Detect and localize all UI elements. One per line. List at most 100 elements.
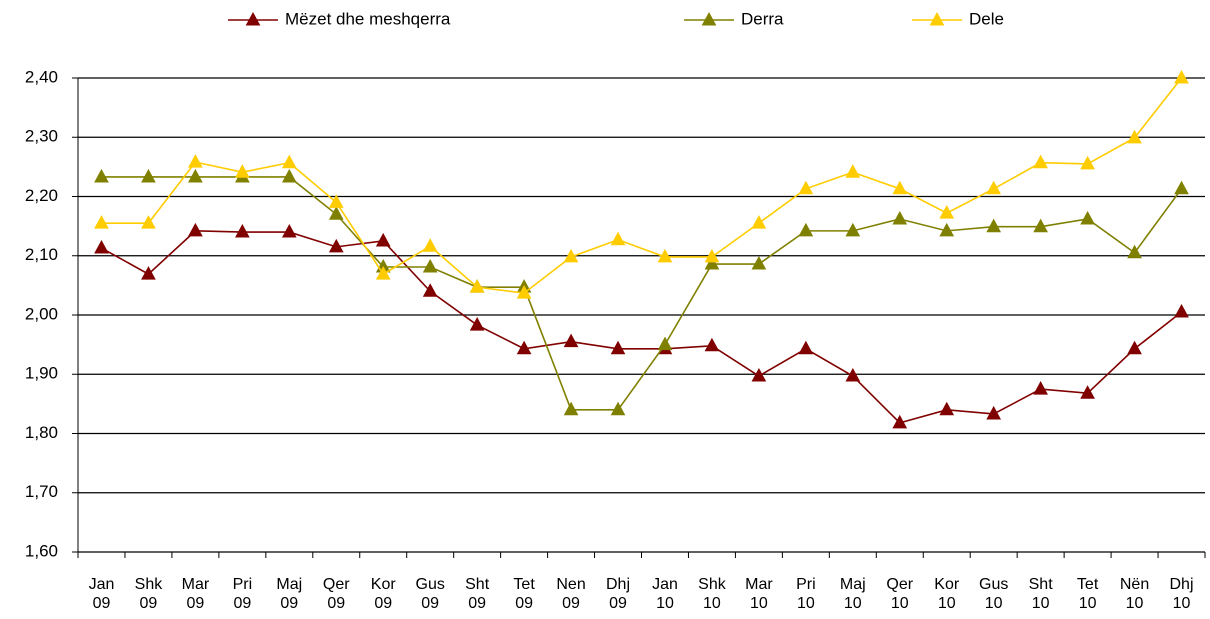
marker [422, 238, 438, 252]
marker [375, 266, 391, 280]
x-tick-label: Jan 10 [652, 576, 678, 612]
marker [188, 168, 203, 183]
marker [516, 340, 532, 355]
x-tick-label: Mar 10 [745, 576, 773, 612]
marker [704, 248, 720, 263]
marker [516, 285, 532, 299]
marker [235, 224, 250, 238]
legend-marker [929, 11, 945, 26]
marker [563, 248, 579, 263]
x-tick-label: Nen 09 [556, 576, 586, 612]
marker [610, 231, 626, 246]
y-tick-label: 2,30 [25, 127, 58, 146]
marker [1174, 69, 1189, 84]
marker [281, 154, 297, 169]
x-tick-label: Sht 09 [465, 576, 490, 612]
x-tick-label: Shk 10 [698, 576, 726, 612]
marker [235, 164, 250, 178]
marker [892, 210, 908, 225]
marker [1174, 303, 1189, 318]
marker [563, 401, 579, 416]
marker [751, 215, 767, 229]
marker [751, 367, 767, 382]
marker [610, 340, 626, 355]
marker [1127, 244, 1142, 259]
marker [986, 405, 1002, 420]
marker [94, 215, 109, 229]
marker [94, 168, 109, 183]
marker [939, 222, 955, 237]
marker [1033, 381, 1048, 395]
marker [986, 218, 1002, 233]
marker [563, 333, 579, 348]
marker [281, 224, 297, 238]
marker [751, 255, 767, 270]
y-tick-label: 2,20 [25, 186, 58, 205]
x-tick-label: Maj 09 [276, 576, 303, 612]
x-tick-label: Maj 10 [839, 576, 866, 612]
marker [328, 194, 344, 208]
y-tick-label: 2,10 [25, 245, 58, 264]
y-tick-label: 1,60 [25, 541, 58, 560]
series-line [101, 176, 1183, 411]
marker [328, 206, 344, 220]
x-tick-label: Nën 10 [1119, 576, 1150, 612]
x-tick-label: Sht 10 [1028, 576, 1053, 612]
x-tick-label: Qer 10 [886, 576, 914, 612]
x-tick-label: Kor 10 [934, 576, 960, 612]
x-tick-label: Mar 09 [181, 576, 210, 612]
x-tick-label: Tet 10 [1076, 576, 1099, 612]
y-tick-label: 1,70 [25, 482, 58, 501]
marker [892, 180, 908, 195]
x-tick-label: Dhj 09 [606, 576, 631, 612]
y-tick-label: 2,00 [25, 304, 58, 323]
marker [798, 340, 814, 355]
marker [657, 336, 673, 351]
x-tick-label: Shk 09 [134, 576, 163, 612]
marker [141, 266, 156, 280]
marker [188, 154, 203, 168]
marker [704, 255, 720, 270]
legend-marker [245, 11, 261, 26]
series-line [101, 230, 1183, 424]
marker [141, 215, 156, 229]
legend-label: Dele [969, 9, 1004, 28]
marker [188, 222, 203, 237]
x-tick-label: Qer 09 [322, 576, 350, 612]
marker [469, 279, 485, 293]
marker [986, 180, 1002, 195]
marker [1127, 129, 1142, 144]
marker [845, 367, 861, 382]
marker [328, 238, 344, 253]
marker [1080, 210, 1095, 225]
legend-label: Mëzet dhe meshqerra [285, 9, 451, 28]
x-tick-label: Gus 10 [979, 576, 1009, 612]
marker [939, 205, 955, 219]
y-tick-label: 2,40 [25, 67, 58, 86]
x-tick-label: Tet 09 [513, 576, 535, 612]
marker [1033, 154, 1048, 169]
marker [94, 239, 109, 254]
x-tick-label: Dhj 10 [1169, 576, 1194, 612]
marker [1127, 340, 1142, 355]
marker [892, 414, 908, 429]
marker [1080, 385, 1095, 399]
marker [1174, 180, 1189, 195]
series-line [101, 77, 1183, 294]
y-tick-label: 1,90 [25, 364, 58, 383]
x-tick-label: Gus 09 [415, 576, 445, 612]
marker [469, 317, 485, 331]
marker [845, 222, 861, 237]
marker [610, 401, 626, 416]
marker [1080, 155, 1095, 170]
marker [657, 248, 673, 263]
marker [1033, 218, 1048, 233]
y-tick-label: 1,80 [25, 423, 58, 442]
marker [141, 168, 156, 183]
marker [798, 222, 814, 237]
x-tick-label: Jan 09 [88, 576, 115, 612]
marker [422, 283, 438, 297]
marker [939, 401, 955, 416]
marker [375, 232, 391, 247]
